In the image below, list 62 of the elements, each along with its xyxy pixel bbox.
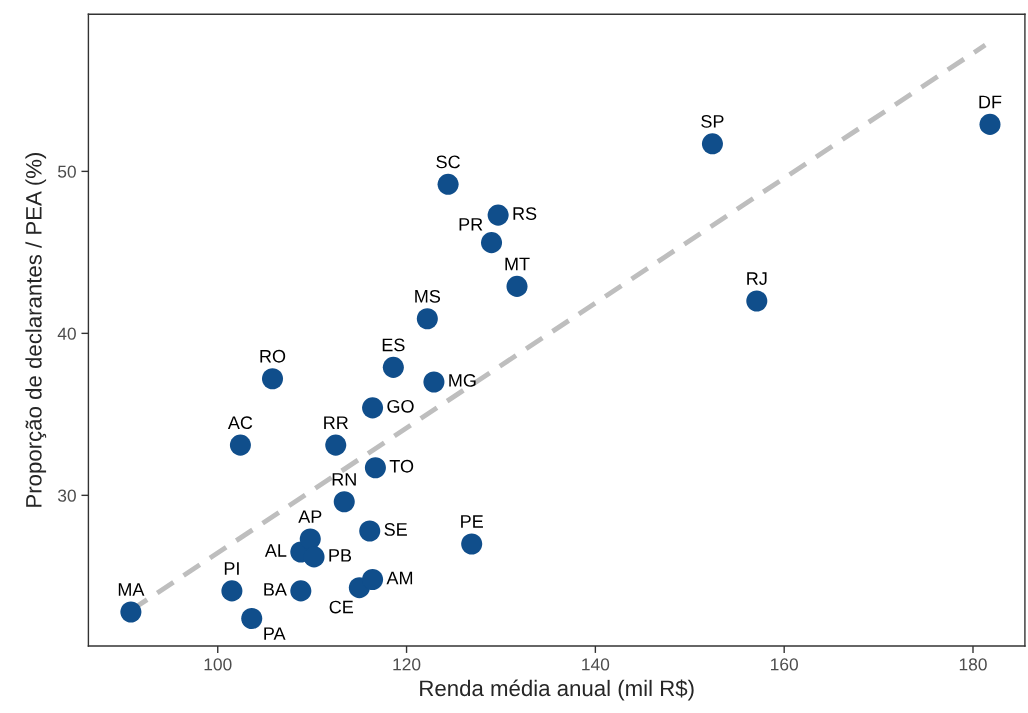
point — [229, 434, 251, 456]
annotation: RN — [332, 473, 356, 486]
x-tick-label: 180 — [959, 658, 987, 671]
y-tick-label: 30 — [57, 489, 76, 502]
y-axis-title: Proporção de declarantes / PEA (%) — [25, 153, 47, 507]
annotation: RJ — [747, 272, 767, 285]
annotation: ES — [382, 338, 405, 352]
point — [506, 275, 528, 297]
point — [701, 133, 723, 155]
annotation: MT — [505, 257, 530, 271]
x-tick-label: 120 — [393, 658, 421, 671]
point — [333, 491, 355, 513]
point — [325, 434, 347, 456]
point — [382, 356, 404, 378]
annotation: RS — [513, 207, 537, 220]
annotation: AC — [227, 416, 253, 430]
annotation: AP — [298, 510, 322, 523]
annotation: MS — [415, 289, 441, 303]
point — [362, 569, 384, 591]
point — [299, 528, 321, 550]
annotation: AL — [264, 544, 287, 557]
x-tick-label: 160 — [771, 658, 798, 671]
point — [261, 368, 284, 390]
annotation: DF — [979, 95, 1002, 109]
annotation: AM — [386, 571, 413, 585]
annotation: MA — [118, 583, 145, 596]
annotation: PI — [224, 562, 239, 575]
point — [437, 173, 459, 195]
annotation: SP — [701, 114, 724, 128]
point — [480, 232, 503, 254]
point — [362, 397, 384, 419]
annotation: BA — [264, 583, 287, 596]
annotation: MG — [449, 374, 476, 387]
x-axis-title: Renda média anual (mil R$) — [420, 679, 694, 701]
annotation: SE — [384, 523, 407, 536]
point — [120, 601, 142, 623]
point — [303, 546, 325, 568]
annotation: GO — [387, 399, 414, 413]
y-tick-label: 40 — [57, 327, 76, 340]
annotation: PE — [461, 515, 483, 528]
point — [364, 457, 386, 479]
annotation: CE — [329, 600, 354, 614]
y-tick-label: 50 — [57, 165, 76, 178]
point — [221, 580, 243, 602]
annotation: SC — [436, 155, 460, 169]
point — [241, 607, 263, 629]
point — [461, 533, 483, 555]
annotation: PA — [264, 627, 286, 640]
x-tick-label: 100 — [204, 658, 232, 671]
point — [487, 204, 509, 226]
point — [746, 290, 768, 312]
point — [359, 520, 381, 542]
annotation: RR — [324, 416, 348, 429]
annotation: RO — [260, 349, 286, 363]
point — [979, 113, 1001, 135]
annotation: TO — [389, 459, 414, 473]
annotation: PR — [459, 218, 483, 231]
point — [290, 580, 312, 602]
point — [423, 371, 445, 393]
x-tick-label: 140 — [582, 658, 610, 671]
annotation: PB — [329, 549, 352, 562]
point — [416, 308, 438, 330]
